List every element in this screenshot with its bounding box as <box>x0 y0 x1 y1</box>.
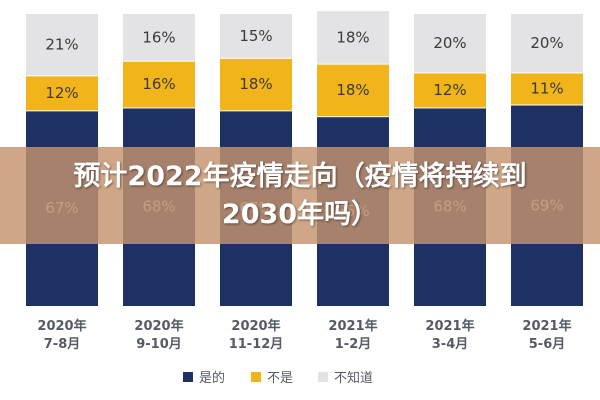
bar-segment-3-5 <box>414 14 486 73</box>
bar-segment-2-3 <box>220 58 292 111</box>
bar-segment-2-2 <box>123 61 195 108</box>
data-label-3-1: 21% <box>45 36 78 54</box>
bar-segment-2-1 <box>26 76 98 111</box>
data-label-2-6: 11% <box>530 79 563 97</box>
data-label-2-4: 18% <box>336 81 369 99</box>
bar-segment-2-6 <box>511 73 583 105</box>
data-label-2-2: 16% <box>142 75 175 93</box>
bar-segment-3-4 <box>317 11 389 64</box>
category-label-6: 2021年 5-6月 <box>522 318 571 352</box>
legend-swatch-3 <box>318 372 328 382</box>
legend-swatch-1 <box>183 372 193 382</box>
data-label-3-6: 20% <box>530 34 563 52</box>
data-label-3-3: 15% <box>239 27 272 45</box>
category-label-1: 2020年 7-8月 <box>37 318 86 352</box>
bar-segment-3-3 <box>220 14 292 58</box>
bar-segment-3-1 <box>26 14 98 76</box>
data-label-2-3: 18% <box>239 75 272 93</box>
category-label-4: 2021年 1-2月 <box>328 318 377 352</box>
data-label-3-2: 16% <box>142 28 175 46</box>
legend-label-1: 是的 <box>199 370 225 386</box>
data-label-2-5: 12% <box>433 81 466 99</box>
legend-label-2: 不是 <box>267 371 293 386</box>
bar-segment-3-6 <box>511 14 583 73</box>
category-label-5: 2021年 3-4月 <box>425 318 474 352</box>
data-label-2-1: 12% <box>45 84 78 102</box>
legend-swatch-2 <box>251 372 261 382</box>
bar-segment-2-5 <box>414 73 486 108</box>
data-label-3-5: 20% <box>433 34 466 52</box>
title-banner: 预计2022年疫情走向（疫情将持续到2030年吗） <box>0 147 600 244</box>
bar-segment-2-4 <box>317 64 389 117</box>
bar-segment-3-2 <box>123 14 195 61</box>
banner-title: 预计2022年疫情走向（疫情将持续到2030年吗） <box>73 160 527 230</box>
category-label-3: 2020年 11-12月 <box>229 318 284 352</box>
data-label-3-4: 18% <box>336 28 369 46</box>
legend-label-3: 不知道 <box>334 370 373 386</box>
category-label-2: 2020年 9-10月 <box>134 318 183 352</box>
